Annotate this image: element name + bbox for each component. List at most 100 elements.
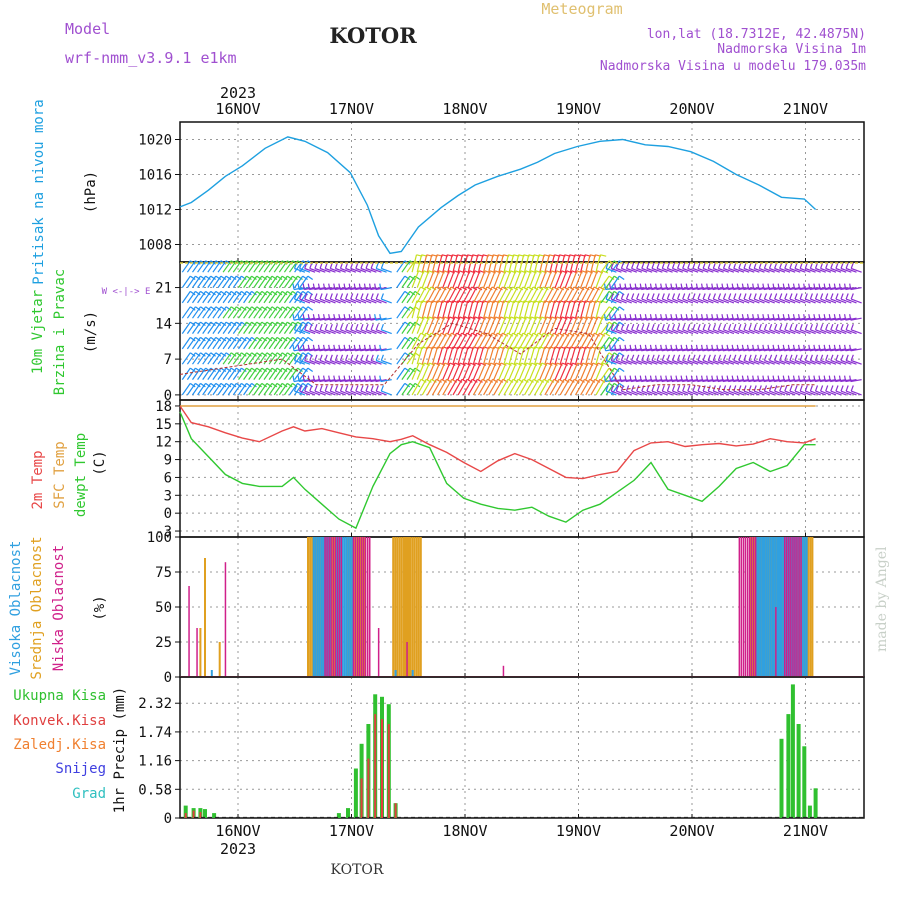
wind-barb: [238, 367, 247, 380]
wind-barb-flag: [804, 354, 808, 361]
wind-barb-flag: [614, 283, 617, 290]
wind-barb-flag: [286, 306, 293, 311]
wind-barb-flag: [651, 293, 655, 300]
cloud-low-bar: [744, 537, 747, 677]
wind-barb: [799, 390, 811, 396]
wind-barb-flag: [639, 314, 642, 321]
wind-barb-flag: [721, 283, 724, 290]
wind-barb: [207, 367, 217, 380]
wind-barb-flag: [220, 352, 227, 357]
wind-barb: [789, 267, 801, 273]
wind-barb: [488, 300, 494, 319]
wind-barb: [544, 346, 551, 365]
cloud-mid-bar: [809, 537, 812, 677]
wind-barb: [529, 270, 537, 288]
wind-barb-flag: [619, 314, 622, 321]
wind-barb: [202, 367, 212, 380]
wind-barb: [401, 306, 411, 319]
wind-barb-flag: [375, 354, 379, 361]
wind-barb-flag: [281, 290, 288, 296]
wind-barb: [820, 329, 832, 335]
wind-barb: [238, 337, 247, 350]
wind-barb-flag: [251, 290, 257, 296]
wind-barb-flag: [476, 332, 483, 337]
wind-barb-flag: [758, 354, 762, 361]
precip-conv-bar: [360, 778, 363, 818]
wind-barb: [197, 321, 207, 334]
wind-barb: [340, 298, 352, 304]
wind-barb: [263, 337, 273, 350]
wind-barb: [610, 298, 622, 304]
wind-barb-flag: [276, 336, 283, 342]
wind-barb: [636, 329, 648, 335]
wind-barb-flag: [225, 336, 232, 342]
wind-barb: [365, 359, 377, 365]
wind-barb: [600, 383, 610, 396]
wind-barb: [335, 298, 346, 304]
wind-barb: [248, 337, 258, 350]
wind-barb: [335, 329, 346, 335]
wind-barb: [472, 332, 483, 350]
y-tick-label: 9: [164, 453, 172, 469]
wind-barb: [656, 267, 668, 273]
wind-barb-flag: [355, 323, 359, 331]
cloud-high-bar: [341, 537, 344, 677]
wind-barb-flag: [666, 354, 670, 361]
wind-barb-flag: [605, 385, 609, 392]
wind-barb: [212, 321, 222, 334]
wind-barb: [513, 316, 522, 334]
wind-barb-flag: [603, 375, 607, 382]
wind-barb: [569, 346, 576, 365]
wind-barb: [850, 359, 862, 365]
wind-barb: [181, 260, 191, 273]
wind-barb: [825, 298, 837, 304]
wind-barb-flag: [818, 344, 821, 351]
wind-barb-flag: [314, 323, 318, 331]
wind-barb-flag: [784, 385, 788, 392]
wind-barb: [753, 329, 765, 335]
wind-barb: [784, 329, 796, 335]
wind-barb: [508, 286, 519, 304]
cloud-high-bar: [339, 537, 342, 677]
footer-station: KOTOR: [331, 862, 384, 878]
wind-barb: [212, 367, 222, 380]
wind-barb-flag: [792, 283, 796, 290]
wind-barb-flag: [743, 354, 747, 361]
wind-barb: [518, 332, 529, 350]
wind-barb: [794, 298, 806, 304]
wind-barb-flag: [293, 323, 298, 331]
wind-barb: [406, 291, 416, 304]
wind-barb: [590, 316, 599, 334]
wind-barb: [483, 379, 494, 396]
wind-barb: [820, 390, 832, 396]
wind-barb: [483, 316, 491, 334]
wind-barb-flag: [823, 344, 826, 351]
wind-barb: [508, 270, 517, 288]
wind-barb: [585, 332, 596, 350]
wind-barb-flag: [251, 382, 257, 388]
wind-barb: [406, 321, 416, 334]
wind-barb: [549, 332, 560, 350]
wind-barb-flag: [350, 293, 354, 300]
wind-barb: [192, 260, 201, 273]
wind-barb: [345, 298, 357, 304]
wind-barb-flag: [297, 306, 303, 311]
wind-barb: [462, 379, 473, 396]
cloud-low-bar: [352, 537, 355, 677]
wind-barb: [544, 300, 551, 319]
wind-barb-flag: [276, 367, 283, 372]
wind-barb: [483, 346, 490, 365]
wind-barb: [646, 298, 658, 304]
wind-barb-flag: [818, 375, 821, 382]
wind-barb-flag: [299, 354, 303, 361]
wind-barb: [605, 329, 617, 335]
wind-barb-flag: [808, 344, 811, 351]
wind-barb-flag: [615, 293, 619, 300]
day-tick-top: 17NOV: [329, 100, 374, 118]
wind-barb: [764, 267, 775, 273]
wind-barb: [268, 321, 278, 334]
wind-barb: [692, 267, 704, 273]
wind-barb-flag: [195, 352, 201, 357]
wind-barb: [488, 379, 499, 396]
